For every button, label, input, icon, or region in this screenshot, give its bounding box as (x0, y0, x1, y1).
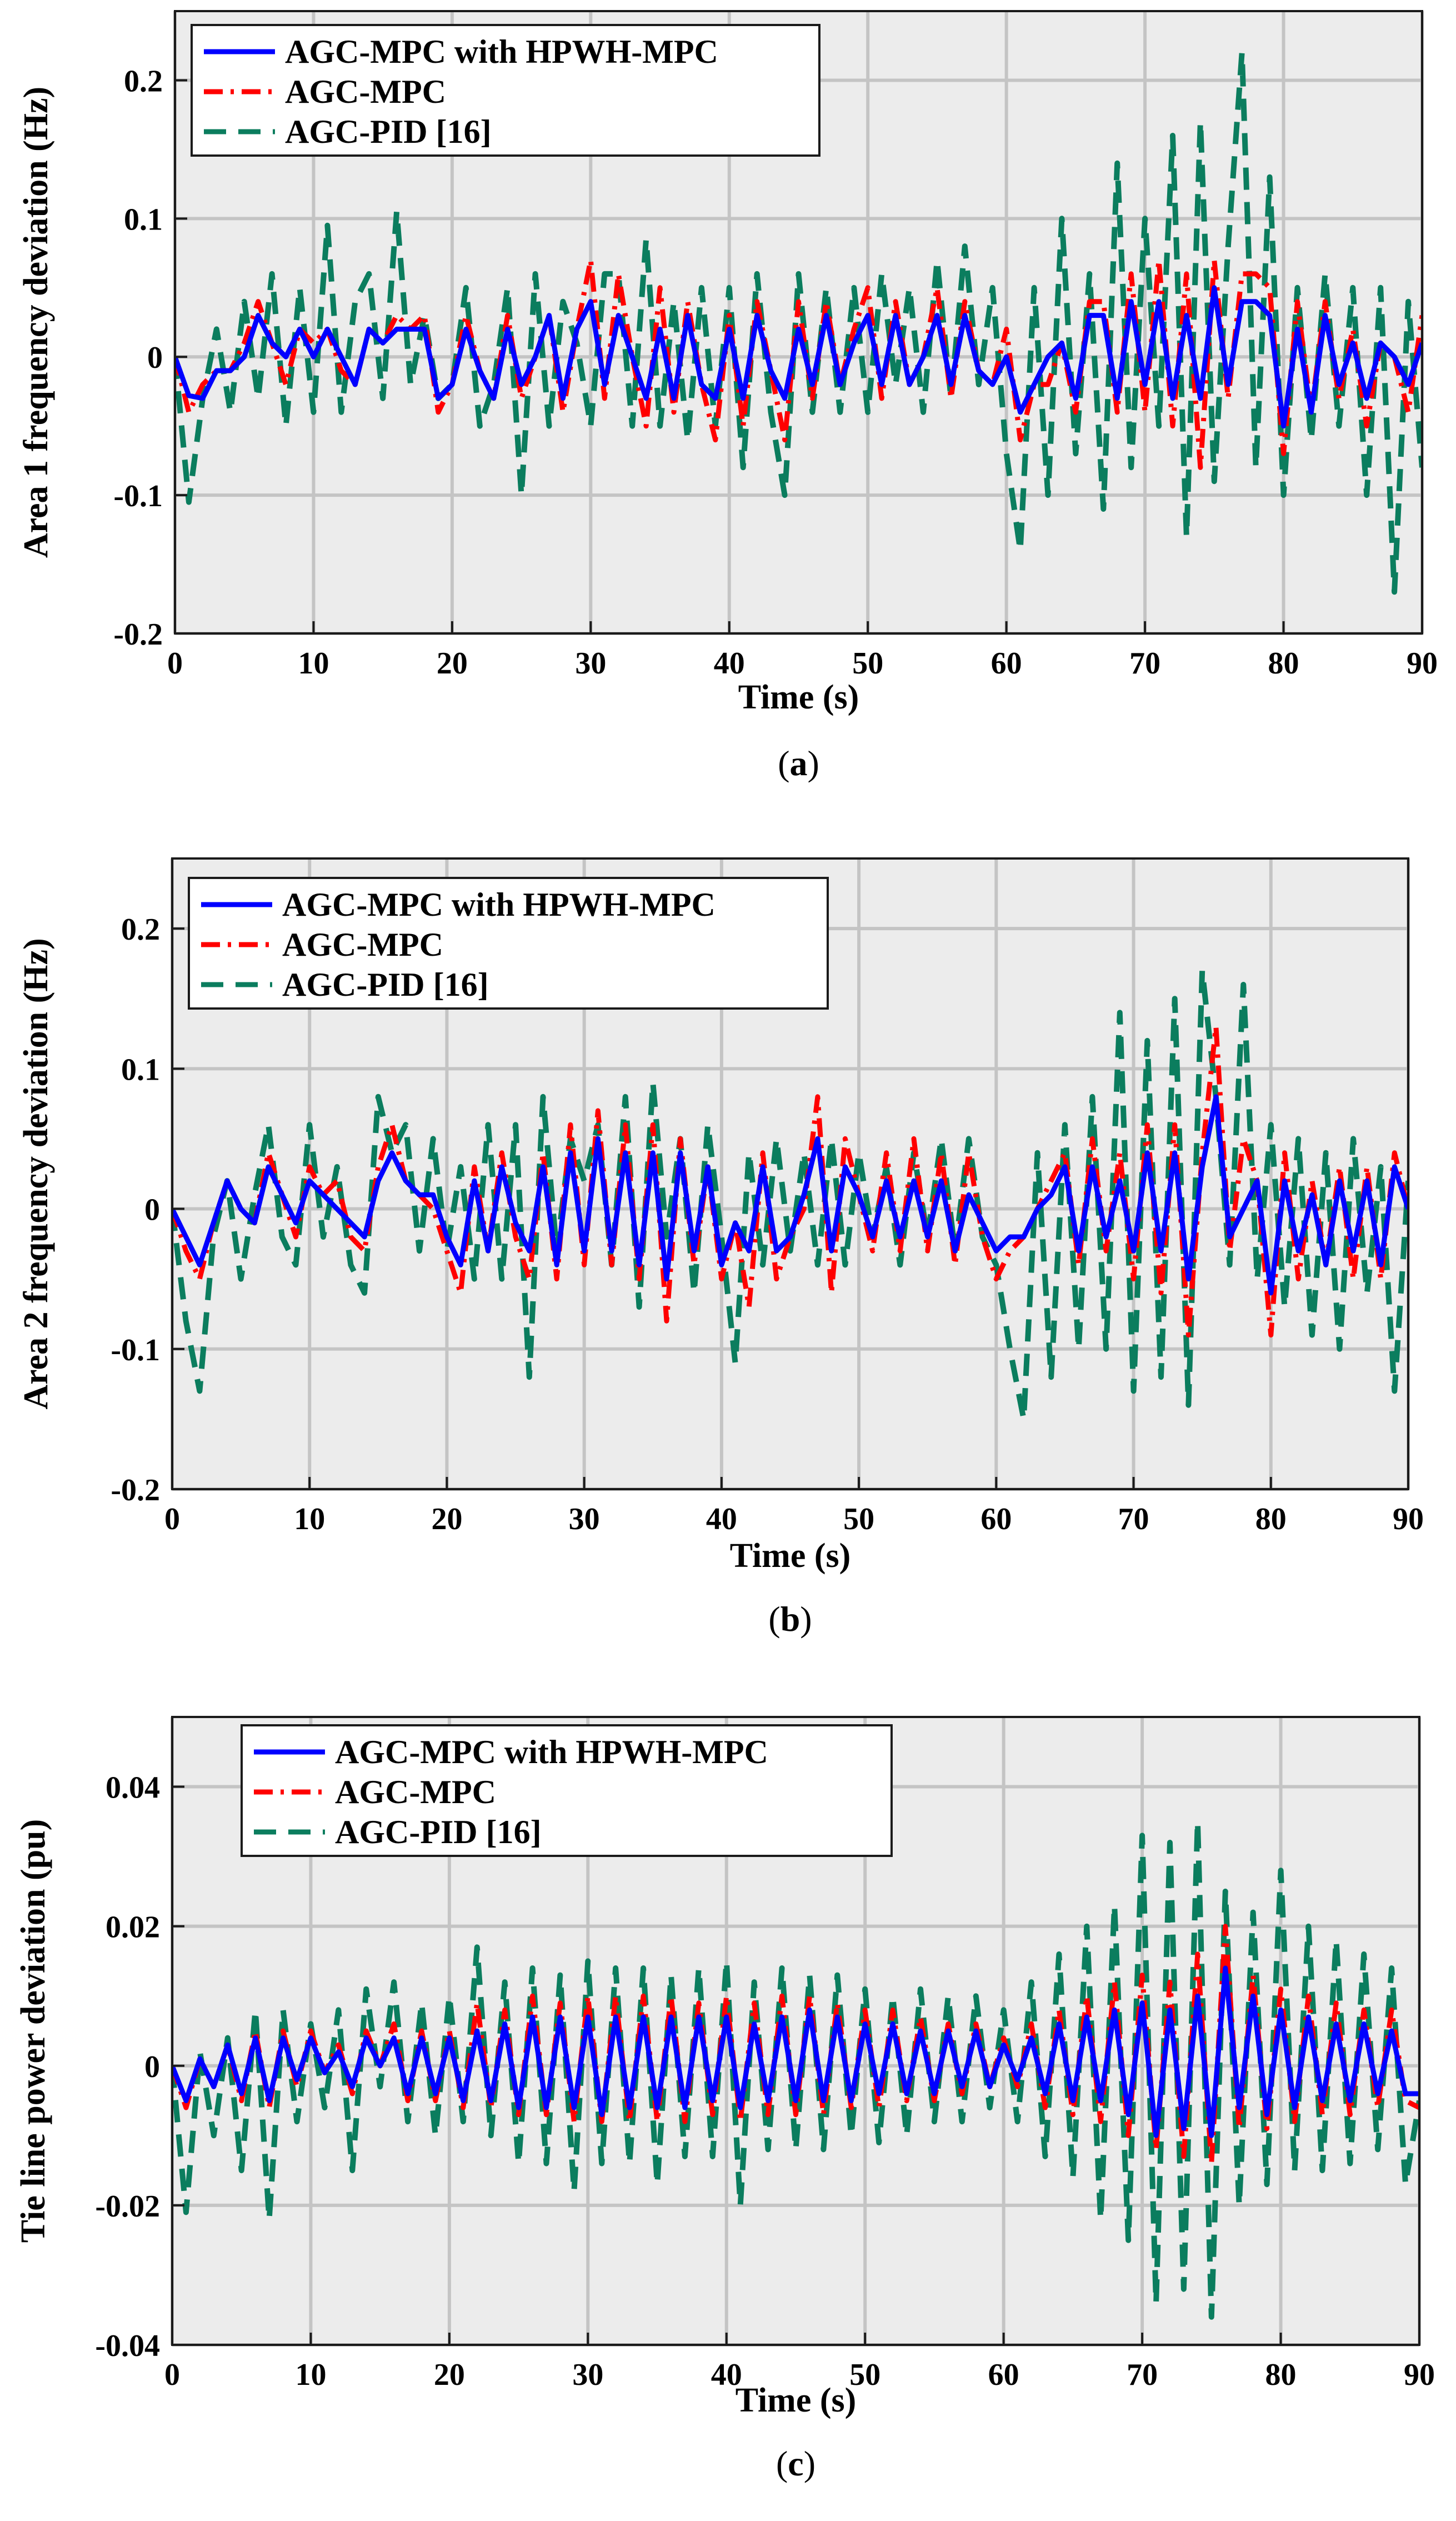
series-line-0 (175, 285, 1422, 429)
y-axis-title: Area 2 frequency deviation (Hz) (17, 938, 55, 1409)
x-tick-label: 90 (1407, 646, 1438, 681)
legend-label-2: AGC-PID [16] (282, 966, 489, 1003)
x-tick-label: 60 (980, 1502, 1012, 1536)
x-tick-label: 50 (852, 646, 883, 681)
axes-box (174, 10, 1423, 635)
y-tick-label: -0.02 (95, 2189, 160, 2224)
x-tick-label: 40 (714, 646, 745, 681)
series-line-2 (175, 49, 1422, 595)
x-tick-label: 80 (1268, 646, 1299, 681)
legend-box (188, 877, 829, 1010)
y-tick-label: -0.04 (95, 2329, 160, 2363)
x-tick-label: 90 (1393, 1502, 1424, 1536)
x-tick-label: 0 (164, 2358, 180, 2392)
y-tick-label: 0.2 (124, 64, 163, 98)
series-line-0 (172, 1094, 1408, 1296)
x-tick-label: 20 (434, 2358, 465, 2392)
y-axis-title: Tie line power deviation (pu) (14, 1819, 52, 2243)
y-tick-label: 0.04 (106, 1771, 160, 1805)
series-line-0 (172, 1965, 1419, 2138)
x-tick-label: 70 (1118, 1502, 1149, 1536)
chart-panel-a: 0 10 20 30 40 50 60 70 80 90 -0.2 -0.1 0 0.1 0.2 Time (… (17, 10, 1438, 783)
legend-box (241, 1724, 893, 1857)
legend-label-0: AGC-MPC with HPWH-MPC (282, 886, 716, 923)
legend-label-0: AGC-MPC with HPWH-MPC (285, 33, 718, 70)
series-line-2 (172, 967, 1408, 1422)
legend-label-1: AGC-MPC (282, 926, 443, 963)
chart-panel-c: 0 10 20 30 40 50 60 70 80 90 -0.04 -0.02 0 0.02 0.04 Ti… (14, 1716, 1435, 2483)
series-group (175, 49, 1422, 595)
x-tick-label: 30 (572, 2358, 603, 2392)
x-tick-label: 0 (164, 1502, 180, 1536)
y-tick-label: 0.1 (124, 202, 163, 237)
legend-box (191, 24, 820, 157)
x-tick-label: 80 (1265, 2358, 1297, 2392)
x-tick-label: 10 (295, 2358, 326, 2392)
legend-label-1: AGC-MPC (285, 73, 446, 110)
y-tick-label: -0.2 (111, 1473, 160, 1507)
y-tick-label: -0.1 (111, 1333, 160, 1367)
x-tick-label: 20 (437, 646, 468, 681)
x-axis-title: Time (s) (730, 1537, 851, 1575)
y-tick-label: 0.1 (121, 1052, 160, 1087)
axes-box (171, 857, 1409, 1490)
x-tick-label: 20 (431, 1502, 462, 1536)
x-tick-label: 90 (1404, 2358, 1435, 2392)
x-tick-label: 70 (1127, 2358, 1158, 2392)
y-tick-label: 0.2 (121, 912, 160, 947)
x-tick-label: 40 (706, 1502, 737, 1536)
y-tick-label: 0.02 (106, 1910, 160, 1945)
y-tick-label: 0 (144, 2050, 160, 2084)
x-tick-label: 40 (711, 2358, 742, 2392)
y-axis-title: Area 1 frequency deviation (Hz) (17, 87, 55, 558)
x-tick-label: 60 (988, 2358, 1019, 2392)
series-line-2 (172, 1819, 1419, 2320)
panel-caption: (c) (776, 2444, 815, 2483)
x-tick-label: 60 (991, 646, 1022, 681)
x-tick-label: 0 (167, 646, 183, 681)
legend-label-0: AGC-MPC with HPWH-MPC (335, 1734, 768, 1770)
y-tick-label: 0 (147, 341, 163, 375)
x-tick-label: 50 (849, 2358, 880, 2392)
axes-box (171, 1716, 1420, 2346)
series-group (172, 967, 1408, 1422)
series-group (172, 1819, 1419, 2320)
x-tick-label: 30 (575, 646, 606, 681)
y-tick-label: -0.1 (113, 479, 163, 513)
x-axis-title: Time (s) (735, 2382, 857, 2419)
panel-caption: (b) (768, 1599, 812, 1639)
x-tick-label: 10 (294, 1502, 325, 1536)
x-tick-label: 50 (843, 1502, 874, 1536)
legend-label-1: AGC-MPC (335, 1774, 496, 1810)
x-tick-label: 70 (1129, 646, 1160, 681)
x-tick-label: 10 (298, 646, 329, 681)
legend-label-2: AGC-PID [16] (335, 1814, 542, 1850)
x-tick-label: 30 (569, 1502, 600, 1536)
y-tick-label: -0.2 (113, 617, 163, 652)
legend-label-2: AGC-PID [16] (285, 113, 492, 150)
chart-panel-b: 0 10 20 30 40 50 60 70 80 90 -0.2 -0.1 0 0.1 0.2 Time (… (17, 857, 1424, 1639)
panel-caption: (a) (778, 743, 819, 783)
legend: AGC-MPC with HPWH-MPC AGC-MPC AGC-PID [16] (241, 1724, 893, 1857)
x-axis-title: Time (s) (738, 678, 859, 716)
x-tick-label: 80 (1255, 1502, 1287, 1536)
y-tick-label: 0 (144, 1193, 160, 1227)
